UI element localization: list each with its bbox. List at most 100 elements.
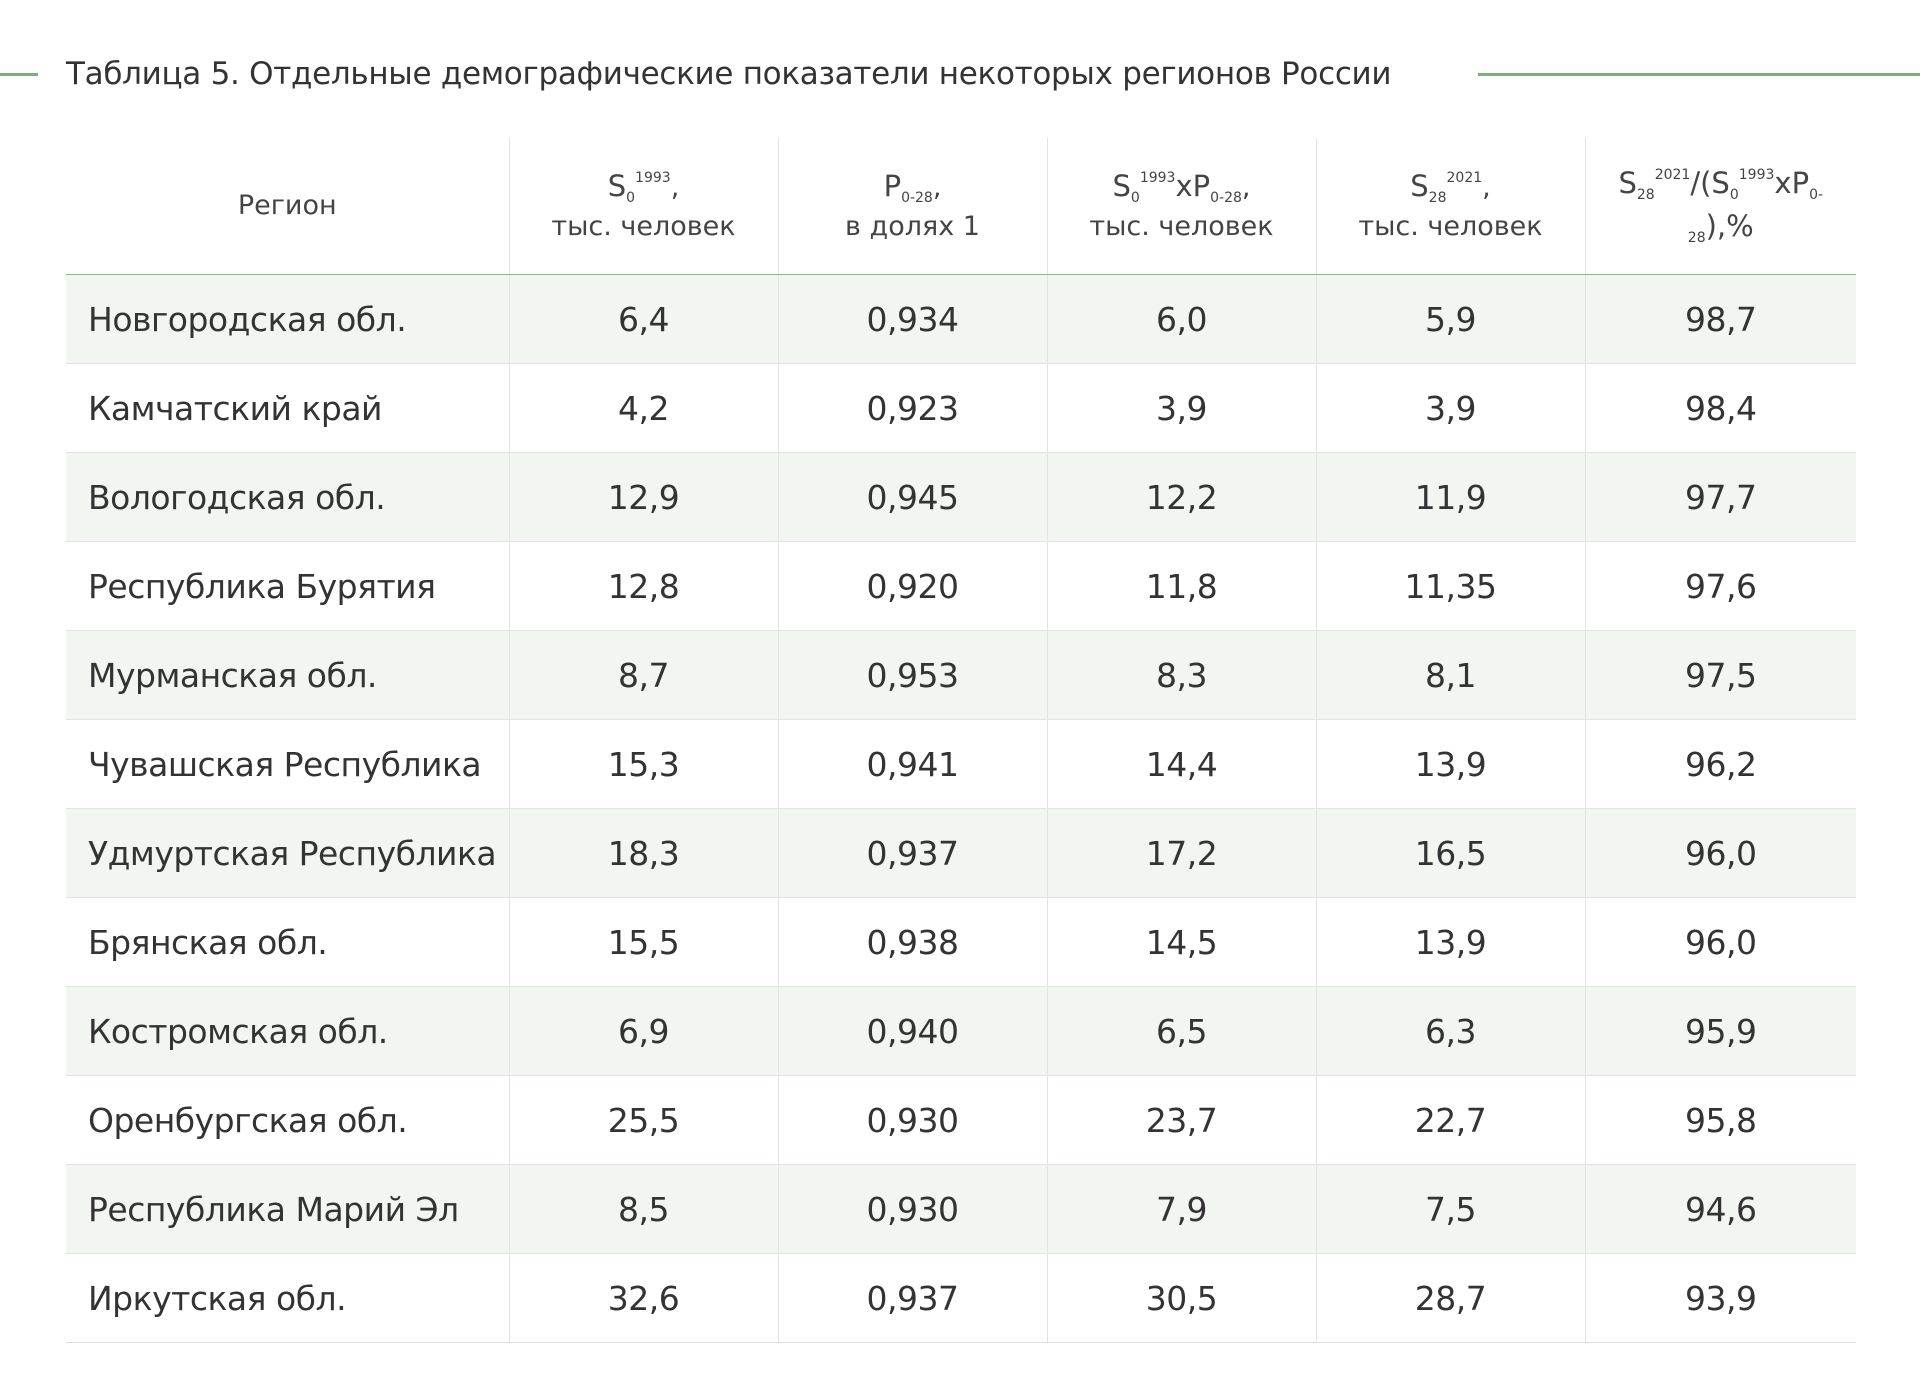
cell-pct: 96,0	[1584, 808, 1856, 898]
header-ratio-percent: S28 2021/(S0 1993xP0-28),%	[1584, 138, 1856, 275]
cell-p: 0,930	[777, 1164, 1047, 1254]
cell-pct: 95,8	[1584, 1075, 1856, 1165]
cell-region: Костромская обл.	[66, 986, 509, 1076]
header-ratio-s-sup: 2021	[1654, 167, 1691, 184]
cell-pct: 95,9	[1584, 986, 1856, 1076]
cell-sxp: 6,0	[1046, 274, 1316, 364]
table-title: Таблица 5. Отдельные демографические пок…	[66, 56, 1392, 92]
cell-s0: 8,5	[508, 1164, 778, 1254]
cell-s0: 12,8	[508, 541, 778, 631]
table-row: Новгородская обл. 6,4 0,934 6,0 5,9 98,7	[66, 274, 1856, 364]
header-s0-symbol: S	[607, 168, 627, 203]
cell-s28: 13,9	[1315, 719, 1585, 809]
header-ratio-s0-sup: 1993	[1738, 167, 1775, 184]
cell-s28: 3,9	[1315, 363, 1585, 453]
header-sxp-unit: тыс. человек	[1089, 211, 1274, 243]
cell-sxp: 23,7	[1046, 1075, 1316, 1165]
demographics-table: Регион S01993, тыс. человек P0-28, в дол…	[66, 138, 1856, 1343]
cell-pct: 98,4	[1584, 363, 1856, 453]
cell-region: Камчатский край	[66, 363, 509, 453]
cell-pct: 96,2	[1584, 719, 1856, 809]
cell-region: Вологодская обл.	[66, 452, 509, 542]
header-row: Регион S01993, тыс. человек P0-28, в дол…	[66, 138, 1856, 275]
cell-s28: 22,7	[1315, 1075, 1585, 1165]
cell-sxp: 12,2	[1046, 452, 1316, 542]
cell-p: 0,953	[777, 630, 1047, 720]
cell-s0: 4,2	[508, 363, 778, 453]
header-s0-sub: 0	[626, 189, 636, 206]
header-region-label: Регион	[237, 190, 337, 222]
header-ratio-slash: /(S	[1690, 166, 1730, 201]
cell-region: Республика Марий Эл	[66, 1164, 509, 1254]
cell-region: Брянская обл.	[66, 897, 509, 987]
cell-sxp: 7,9	[1046, 1164, 1316, 1254]
header-p-symbol: P	[883, 168, 902, 203]
cell-p: 0,938	[777, 897, 1047, 987]
table-header: Регион S01993, тыс. человек P0-28, в дол…	[66, 138, 1856, 275]
cell-p: 0,941	[777, 719, 1047, 809]
header-s28-sub: 28	[1428, 189, 1447, 206]
cell-sxp: 14,5	[1046, 897, 1316, 987]
table-row: Чувашская Республика 15,3 0,941 14,4 13,…	[66, 719, 1856, 809]
cell-p: 0,937	[777, 1253, 1047, 1343]
cell-sxp: 30,5	[1046, 1253, 1316, 1343]
header-ratio-close: ),%	[1705, 209, 1754, 243]
table-row: Удмуртская Республика 18,3 0,937 17,2 16…	[66, 808, 1856, 898]
demographics-table-container: Регион S01993, тыс. человек P0-28, в дол…	[66, 138, 1856, 1343]
header-sxp-p-symbol: P	[1192, 168, 1211, 203]
table-row: Республика Бурятия 12,8 0,920 11,8 11,35…	[66, 541, 1856, 631]
cell-region: Оренбургская обл.	[66, 1075, 509, 1165]
cell-s28: 16,5	[1315, 808, 1585, 898]
table-row: Брянская обл. 15,5 0,938 14,5 13,9 96,0	[66, 897, 1856, 987]
header-ratio-s0-sub: 0	[1729, 187, 1739, 204]
header-sxp-s-sub: 0	[1130, 189, 1140, 206]
cell-s0: 12,9	[508, 452, 778, 542]
cell-s0: 25,5	[508, 1075, 778, 1165]
table-row: Вологодская обл. 12,9 0,945 12,2 11,9 97…	[66, 452, 1856, 542]
cell-region: Чувашская Республика	[66, 719, 509, 809]
header-sxp-p-sub: 0-28	[1210, 189, 1242, 206]
cell-pct: 97,5	[1584, 630, 1856, 720]
cell-s28: 11,35	[1315, 541, 1585, 631]
header-s28-symbol: S	[1410, 168, 1429, 203]
cell-s0: 15,3	[508, 719, 778, 809]
header-sxp-s-sup: 1993	[1139, 169, 1176, 186]
header-s0-comma: ,	[670, 171, 680, 203]
cell-s28: 7,5	[1315, 1164, 1585, 1254]
header-s28-unit: тыс. человек	[1358, 211, 1543, 243]
cell-region: Мурманская обл.	[66, 630, 509, 720]
cell-region: Удмуртская Республика	[66, 808, 509, 898]
cell-s28: 8,1	[1315, 630, 1585, 720]
header-sxp-s-symbol: S	[1112, 168, 1131, 203]
cell-p: 0,934	[777, 274, 1047, 364]
cell-sxp: 6,5	[1046, 986, 1316, 1076]
cell-s28: 6,3	[1315, 986, 1585, 1076]
cell-pct: 97,6	[1584, 541, 1856, 631]
header-s0-x-p: S0 1993xP0-28, тыс. человек	[1046, 138, 1316, 275]
cell-s0: 8,7	[508, 630, 778, 720]
cell-p: 0,945	[777, 452, 1047, 542]
cell-sxp: 14,4	[1046, 719, 1316, 809]
cell-s0: 18,3	[508, 808, 778, 898]
header-sxp-x: x	[1175, 168, 1193, 203]
cell-sxp: 3,9	[1046, 363, 1316, 453]
table-row: Республика Марий Эл 8,5 0,930 7,9 7,5 94…	[66, 1164, 1856, 1254]
header-ratio-s-sub: 28	[1636, 187, 1655, 204]
header-p-0-28: P0-28, в долях 1	[777, 138, 1047, 275]
cell-pct: 93,9	[1584, 1253, 1856, 1343]
cell-region: Новгородская обл.	[66, 274, 509, 364]
cell-sxp: 8,3	[1046, 630, 1316, 720]
cell-s28: 28,7	[1315, 1253, 1585, 1343]
header-s0-unit: тыс. человек	[551, 211, 736, 243]
cell-pct: 98,7	[1584, 274, 1856, 364]
cell-s0: 15,5	[508, 897, 778, 987]
header-ratio-p-symbol: P	[1791, 166, 1810, 201]
table-row: Камчатский край 4,2 0,923 3,9 3,9 98,4	[66, 363, 1856, 453]
cell-pct: 96,0	[1584, 897, 1856, 987]
cell-p: 0,920	[777, 541, 1047, 631]
header-s28-comma: ,	[1482, 171, 1491, 203]
header-region: Регион	[66, 138, 509, 275]
cell-p: 0,923	[777, 363, 1047, 453]
table-row: Мурманская обл. 8,7 0,953 8,3 8,1 97,5	[66, 630, 1856, 720]
cell-pct: 94,6	[1584, 1164, 1856, 1254]
